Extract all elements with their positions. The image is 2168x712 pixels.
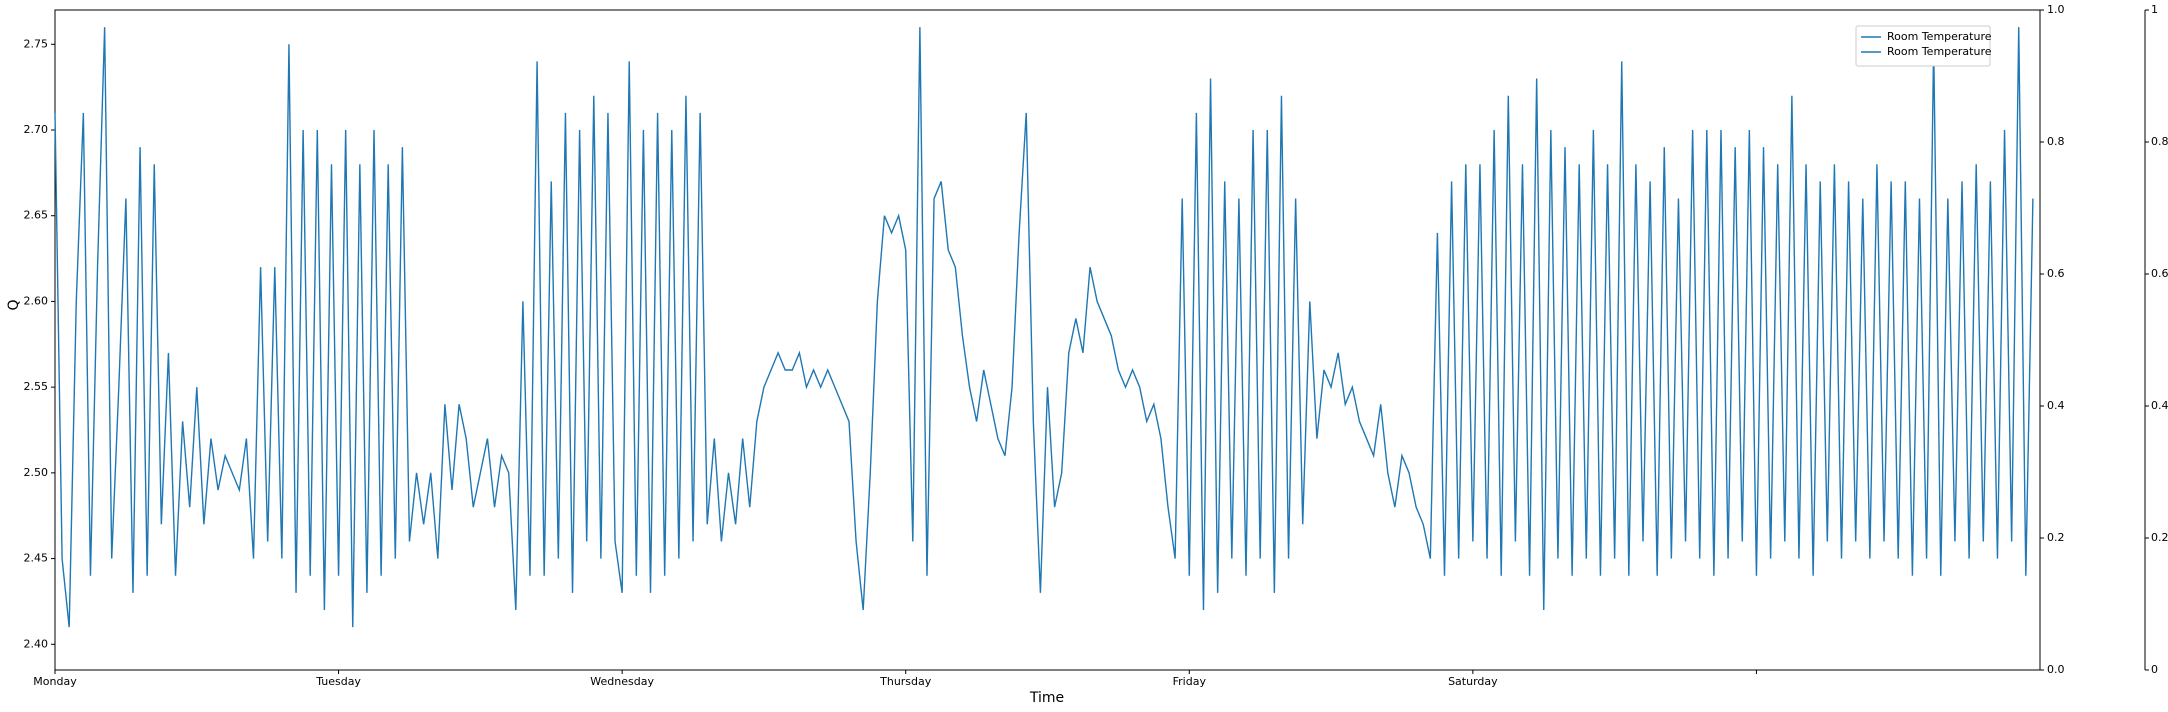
plot-frame [54, 9, 2041, 671]
legend-box [1855, 25, 1991, 67]
y-tick-label: 2.40 [24, 637, 49, 650]
legend-label: Room Temperature [1887, 30, 1992, 43]
y2-tick-label: 1.0 [2047, 3, 2065, 16]
y-tick-label: 2.75 [24, 37, 49, 50]
x-tick-label: Thursday [879, 675, 932, 688]
x-axis-label: Time [1029, 690, 1064, 706]
y-axis-label: Q [6, 299, 22, 310]
y2-tick-label: 0.0 [2047, 663, 2065, 676]
y2-tick-label: 0.2 [2047, 531, 2065, 544]
y3-tick-label: 0 [2151, 663, 2158, 676]
y3-tick-label: 0.8 [2151, 135, 2168, 148]
data-line [54, 27, 2034, 628]
x-tick-label: Wednesday [590, 675, 654, 688]
y3-tick-label: 0.2 [2151, 531, 2168, 544]
y-tick-label: 2.45 [24, 552, 49, 565]
y3-tick-label: 0.4 [2151, 399, 2168, 412]
legend-label: Room Temperature [1887, 45, 1992, 58]
x-tick-label: Monday [33, 675, 77, 688]
y3-tick-label: 0.6 [2151, 267, 2168, 280]
y-tick-label: 2.65 [24, 209, 49, 222]
y-tick-label: 2.60 [24, 294, 49, 307]
y3-tick-label: 1 [2151, 3, 2158, 16]
y-tick-label: 2.50 [24, 466, 49, 479]
y-tick-label: 2.70 [24, 123, 49, 136]
y2-tick-label: 0.6 [2047, 267, 2065, 280]
x-tick-label: Tuesday [315, 675, 361, 688]
y2-tick-label: 0.4 [2047, 399, 2065, 412]
y-tick-label: 2.55 [24, 380, 49, 393]
x-tick-label: Friday [1173, 675, 1207, 688]
y2-tick-label: 0.8 [2047, 135, 2065, 148]
x-tick-label: Saturday [1448, 675, 1498, 688]
